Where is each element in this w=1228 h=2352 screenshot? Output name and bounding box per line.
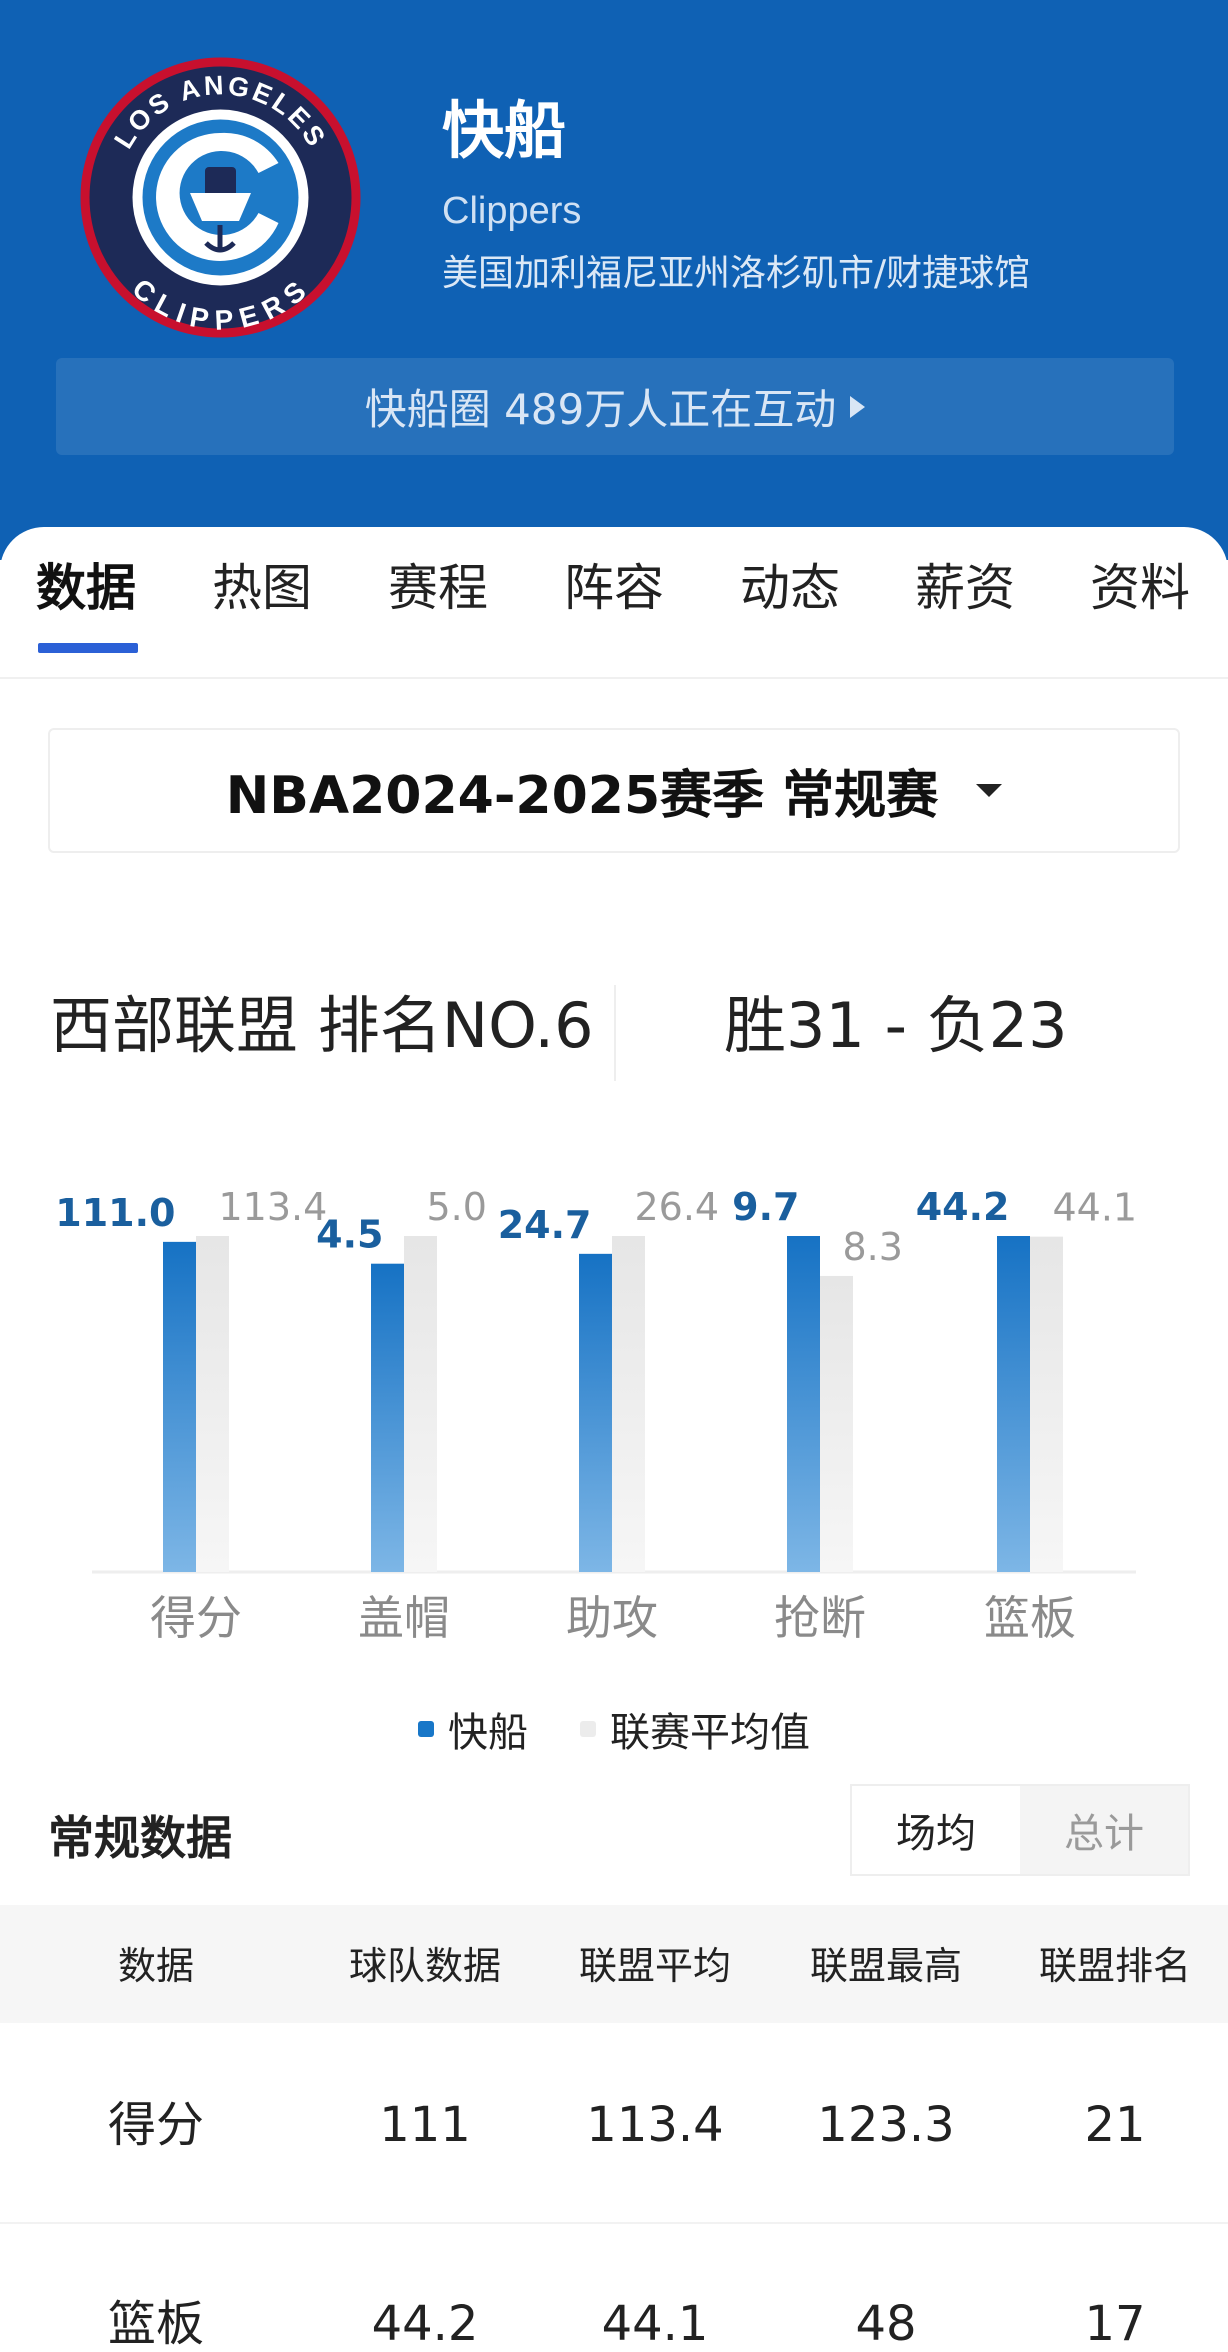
category-label: 盖帽: [358, 1591, 450, 1645]
column-header: 球队数据: [348, 1944, 502, 1988]
legend-item-league-avg: 联赛平均值: [580, 1700, 810, 1758]
category-label: 助攻: [566, 1591, 658, 1645]
legend-swatch-league-avg: [580, 1721, 596, 1737]
caret-down-icon: [976, 784, 1003, 797]
tab-roster[interactable]: 阵容: [564, 559, 664, 617]
bar-team-4: [787, 1236, 820, 1572]
season-label: NBA2024-2025赛季 常规赛: [225, 766, 939, 826]
table-cell: 篮板: [107, 2296, 205, 2352]
value-label-league-avg-5: 44.1: [1053, 1186, 1138, 1230]
tab-profile[interactable]: 资料: [1090, 559, 1190, 617]
bar-team-2: [371, 1263, 404, 1572]
value-label-team-4: 9.7: [732, 1185, 799, 1229]
table-cell: 123.3: [817, 2097, 955, 2153]
table-cell: 111: [379, 2097, 471, 2153]
toggle-per-game[interactable]: 场均: [852, 1786, 1020, 1874]
stats-section-title: 常规数据: [48, 1811, 232, 1865]
value-label-team-1: 111.0: [55, 1191, 175, 1235]
table-cell: 44.2: [371, 2296, 479, 2352]
community-banner[interactable]: 快船圈 489万人正在互动: [56, 358, 1174, 455]
category-label: 得分: [150, 1591, 242, 1645]
team-english-name: Clippers: [442, 190, 582, 232]
column-header: 数据: [117, 1944, 195, 1988]
tab-schedule[interactable]: 赛程: [388, 559, 488, 617]
stats-bar-chart: 111.0 113.4 得分 4.5 5.0 盖帽 24.7 26.4 助攻 9.7 8.3 抢断 44…: [55, 1185, 1138, 1645]
season-selector[interactable]: NBA2024-2025赛季 常规赛: [48, 728, 1180, 853]
table-cell: 113.4: [586, 2097, 724, 2153]
category-label: 篮板: [984, 1591, 1076, 1645]
column-header: 联盟平均: [578, 1944, 732, 1988]
column-header: 联盟最高: [809, 1944, 963, 1988]
value-label-league-avg-4: 8.3: [843, 1225, 903, 1269]
tab-news[interactable]: 动态: [740, 559, 840, 617]
category-label: 抢断: [774, 1591, 866, 1645]
value-label-league-avg-2: 5.0: [427, 1185, 487, 1229]
table-cell: 44.1: [601, 2296, 709, 2352]
clippers-logo: LOS ANGELES CLIPPERS: [80, 57, 361, 338]
value-label-team-5: 44.2: [916, 1185, 1010, 1229]
active-tab-indicator: [38, 643, 138, 653]
column-header: 联盟排名: [1038, 1944, 1192, 1988]
bar-league-avg-2: [404, 1236, 437, 1572]
team-name: 快船: [442, 94, 567, 167]
stats-table-header: [0, 1905, 1228, 2023]
table-cell: 21: [1084, 2097, 1146, 2153]
bar-league-avg-4: [820, 1275, 853, 1572]
toggle-total[interactable]: 总计: [1020, 1786, 1188, 1874]
tab-heatmap[interactable]: 热图: [212, 559, 312, 617]
community-label: 快船圈 489万人正在互动: [364, 385, 837, 434]
tabs-divider: [0, 677, 1228, 679]
bar-team-3: [579, 1253, 612, 1572]
legend-item-team: 快船: [418, 1700, 528, 1758]
tab-salary[interactable]: 薪资: [915, 559, 1015, 617]
value-label-league-avg-1: 113.4: [219, 1185, 328, 1229]
row-divider: [0, 2222, 1228, 2224]
chart-legend: 快船 联赛平均值: [0, 1700, 1228, 1758]
win-loss-record: 胜31 - 负23: [724, 989, 1068, 1062]
bar-team-5: [997, 1236, 1030, 1572]
table-cell: 48: [855, 2296, 917, 2352]
stats-mode-toggle: 场均 总计: [850, 1784, 1190, 1876]
bar-league-avg-5: [1030, 1236, 1063, 1572]
chevron-right-icon: [850, 395, 866, 418]
legend-label-team: 快船: [448, 1710, 528, 1756]
value-label-league-avg-3: 26.4: [635, 1185, 720, 1229]
conference-ranking: 西部联盟 排名NO.6: [50, 989, 594, 1062]
bar-team-1: [163, 1241, 196, 1572]
table-cell: 17: [1084, 2296, 1146, 2352]
legend-swatch-team: [418, 1721, 434, 1737]
value-label-team-3: 24.7: [498, 1203, 592, 1247]
tab-data[interactable]: 数据: [36, 559, 136, 617]
bar-league-avg-1: [196, 1236, 229, 1572]
table-cell: 得分: [107, 2097, 205, 2153]
standing-divider: [614, 985, 616, 1081]
team-location: 美国加利福尼亚州洛杉矶市/财捷球馆: [442, 253, 1031, 294]
legend-label-league-avg: 联赛平均值: [610, 1710, 810, 1756]
bar-league-avg-3: [612, 1236, 645, 1572]
value-label-team-2: 4.5: [316, 1213, 383, 1257]
